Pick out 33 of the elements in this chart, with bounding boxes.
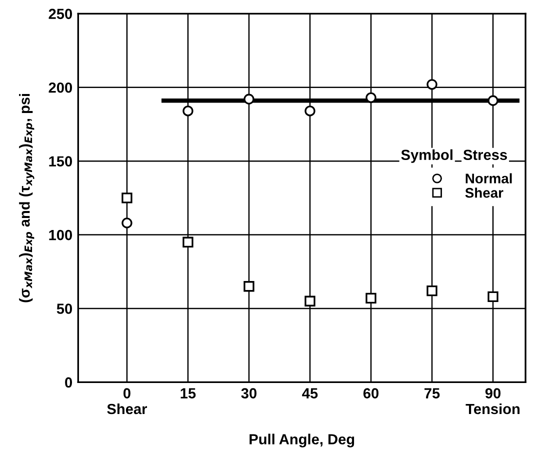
point: [182, 106, 194, 116]
point: [304, 296, 316, 306]
y-tick-label: 50: [56, 304, 72, 314]
point: [244, 281, 254, 292]
point: [488, 291, 498, 302]
point: [366, 92, 376, 104]
point: [426, 285, 438, 296]
legend-label: Normal: [466, 173, 512, 184]
point: [122, 218, 132, 228]
x-axis-title: Pull Angle, Deg: [250, 434, 354, 448]
point: [182, 236, 194, 248]
annotation: Symbol: [401, 149, 452, 163]
y-tick-label: 0: [65, 377, 72, 388]
point: [304, 106, 316, 116]
point: [122, 192, 132, 204]
legend-label: Shear: [465, 188, 504, 198]
y-tick-label: 100: [49, 230, 72, 240]
point: [426, 79, 438, 90]
x-tick-label: 15: [180, 388, 196, 398]
text: (σ$_{xMax}$)$_{Exp}$ and (τ$_{xyMax}$)$_{Exp}$, psi: [19, 94, 34, 302]
y-tick-label: 250: [48, 8, 72, 20]
x-tick-label: 75: [424, 388, 440, 398]
x-tick-label: 90 Tension: [466, 388, 520, 414]
x-tick-label: 30: [241, 388, 256, 398]
x-tick-label: 60: [363, 388, 378, 398]
point: [488, 95, 498, 106]
point: [244, 94, 254, 105]
x-tick-label: 0 Shear: [107, 388, 148, 414]
x-tick-label: 45: [302, 388, 318, 398]
point: [366, 292, 376, 304]
annotation: Stress: [463, 150, 507, 160]
y-tick-label: 200: [48, 82, 72, 93]
y-tick-label: 150: [49, 156, 72, 166]
